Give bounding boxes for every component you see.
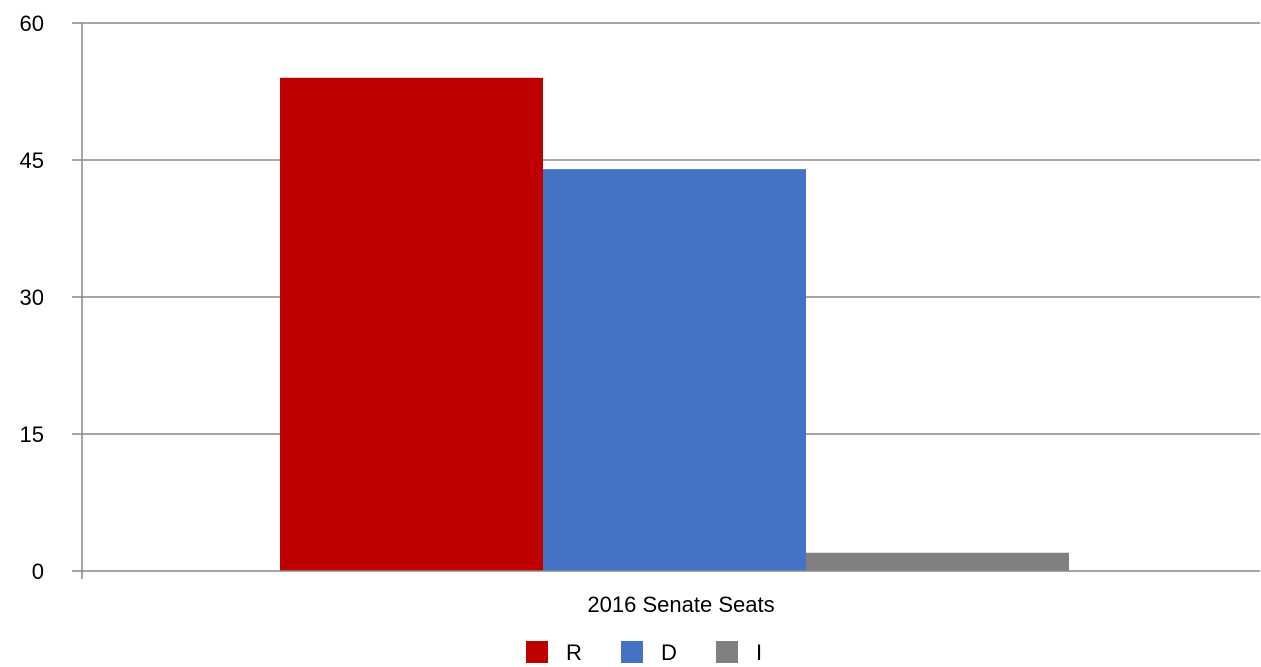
axes: [72, 23, 1260, 579]
bar-D: [543, 169, 806, 571]
y-tick-label-0: 0: [32, 559, 44, 584]
y-tick-label-30: 30: [20, 285, 44, 310]
bar-I: [806, 552, 1069, 571]
y-tick-labels: 0 15 30 45 60: [20, 11, 44, 584]
y-tick-label-60: 60: [20, 11, 44, 36]
legend-label-R: R: [566, 640, 582, 665]
x-category-labels: 2016 Senate Seats: [587, 592, 774, 617]
legend-swatch-R: [526, 641, 548, 663]
y-tick-label-45: 45: [20, 148, 44, 173]
legend-swatch-D: [621, 641, 643, 663]
x-category-label: 2016 Senate Seats: [587, 592, 774, 617]
bars: [280, 77, 1069, 572]
legend-label-D: D: [661, 640, 677, 665]
bar-R: [280, 77, 543, 572]
y-tick-label-15: 15: [20, 422, 44, 447]
legend-swatch-I: [716, 641, 738, 663]
legend-label-I: I: [756, 640, 762, 665]
